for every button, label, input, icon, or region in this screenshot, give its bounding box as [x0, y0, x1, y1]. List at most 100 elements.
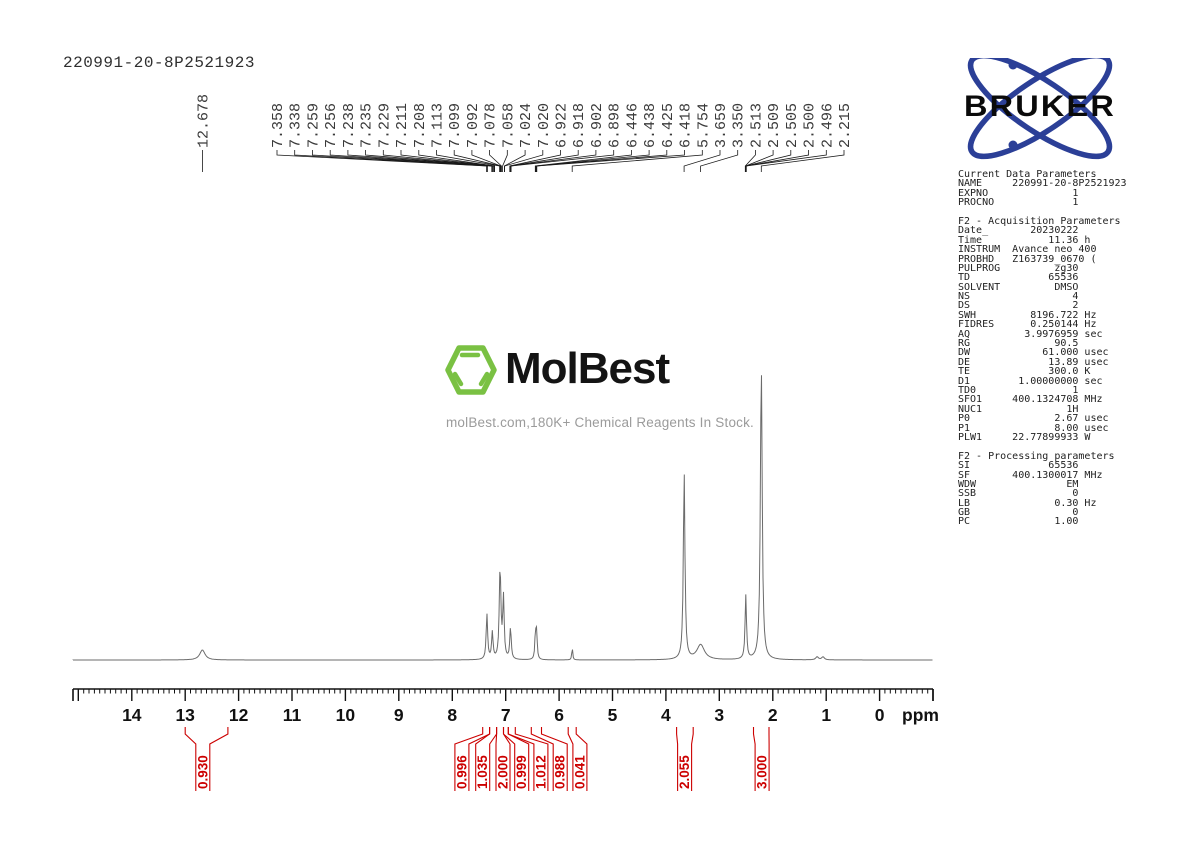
parameter-line: Time 11.36 h	[958, 234, 1091, 246]
peak-label: 7.259	[305, 103, 322, 148]
molbest-watermark: MolBest molBest.com,180K+ Chemical Reage…	[445, 339, 755, 439]
peak-label: 7.113	[430, 103, 447, 148]
peak-label-connector	[700, 150, 739, 172]
peak-label: 6.418	[678, 103, 695, 148]
peak-label-connector	[744, 150, 756, 172]
peak-label-connector	[471, 150, 502, 172]
peak-label: 3.659	[713, 103, 730, 148]
parameter-line: GB 0	[958, 507, 1079, 519]
axis-unit-label: ppm	[902, 705, 939, 725]
molbest-hexagon-icon	[445, 345, 497, 395]
peak-label: 7.358	[270, 103, 287, 148]
peak-labels: 12.678 7.358 7.338 7.259 7.256 7.238 7.235 7.22…	[195, 94, 854, 172]
peak-label: 7.211	[394, 103, 411, 148]
peak-label: 7.238	[341, 103, 358, 148]
axis-tick-label: 5	[608, 705, 618, 725]
molbest-wordmark: MolBest	[505, 344, 670, 393]
parameter-line: PROCNO 1	[958, 197, 1079, 209]
parameter-line: DS 2	[958, 300, 1079, 312]
peak-label: 5.754	[695, 103, 712, 148]
peak-label: 6.918	[571, 103, 588, 148]
integral-value: 0.930	[195, 755, 210, 789]
integral-bracket	[507, 727, 549, 791]
parameters-panel: Current Data Parameters NAME 220991-20-8P…	[958, 169, 1158, 527]
peak-label-connector	[504, 150, 544, 172]
parameter-line: SOLVENT DMSO	[958, 281, 1079, 293]
peak-label-connector	[502, 150, 508, 172]
axis-tick-label: 1	[821, 705, 831, 725]
parameter-line: TD0 1	[958, 384, 1079, 396]
axis-tick-label: 11	[283, 705, 302, 725]
peak-label-connector	[535, 150, 650, 172]
peak-label-connector	[571, 150, 703, 172]
peak-label-connector	[489, 150, 502, 172]
peak-label: 6.425	[660, 103, 677, 148]
bruker-logo: BRUKER	[964, 58, 1116, 160]
peak-label: 2.500	[802, 103, 819, 148]
integral-value: 1.012	[533, 755, 548, 789]
parameter-line: PULPROG zg30	[958, 262, 1079, 274]
spectrum-trace	[72, 375, 933, 661]
axis-tick-label: 8	[447, 705, 457, 725]
axis-tick-label: 12	[229, 705, 249, 725]
integral-value: 0.999	[514, 755, 529, 789]
axis-tick-label: 2	[768, 705, 778, 725]
integral-value: 1.035	[475, 755, 490, 789]
peak-label: 7.256	[323, 103, 340, 148]
parameter-line: AQ 3.9976959 sec	[958, 328, 1103, 340]
integral-value: 2.055	[677, 755, 692, 789]
peak-label: 6.898	[607, 103, 624, 148]
parameter-line: DW 61.000 usec	[958, 347, 1109, 359]
parameter-line: PLW1 22.77899933 W	[958, 431, 1091, 443]
peak-label-connector	[509, 150, 579, 172]
parameter-line: SWH 8196.722 Hz	[958, 309, 1097, 321]
bruker-wordmark: BRUKER	[964, 90, 1116, 123]
axis-tick-label: 10	[336, 705, 356, 725]
parameter-line: SSB 0	[958, 488, 1079, 500]
peak-label: 7.092	[465, 103, 482, 148]
axis-tick-label: 14	[122, 705, 142, 725]
parameter-line: SI 65536	[958, 460, 1079, 472]
peak-label: 7.024	[518, 103, 535, 148]
peak-label: 7.229	[376, 103, 393, 148]
axis-tick-label: 13	[175, 705, 195, 725]
peak-label: 6.902	[589, 103, 606, 148]
peak-label: 2.496	[819, 103, 836, 148]
peak-label-connector	[745, 150, 827, 172]
parameter-line: WDW EM	[958, 478, 1079, 490]
parameter-line: SFO1 400.1324708 MHz	[958, 394, 1103, 406]
peak-label: 2.215	[837, 103, 854, 148]
parameter-line: D1 1.00000000 sec	[958, 375, 1103, 387]
peak-label-connector	[760, 150, 845, 172]
parameter-line: INSTRUM Avance neo 400	[958, 244, 1097, 256]
peak-label: 3.350	[731, 103, 748, 148]
parameter-line: NAME 220991-20-8P2521923	[958, 178, 1127, 190]
peak-label: 7.020	[536, 103, 553, 148]
peak-label-connector	[510, 150, 615, 172]
axis-tick-label: 7	[501, 705, 511, 725]
bruker-atom-icon	[967, 58, 1113, 160]
parameter-line: TD 65536	[958, 272, 1079, 284]
molbest-tagline: molBest.com,180K+ Chemical Reagents In S…	[445, 415, 755, 430]
parameter-line: TE 300.0 K	[958, 366, 1091, 378]
peak-label-connector	[536, 150, 685, 172]
peak-label-connector	[329, 150, 493, 172]
integral-value: 0.988	[553, 755, 568, 789]
axis-tick-label: 0	[875, 705, 885, 725]
integral-value: 2.000	[496, 755, 511, 789]
integral-bracket	[676, 727, 694, 791]
parameter-line: DE 13.89 usec	[958, 356, 1109, 368]
peak-label: 7.078	[483, 103, 500, 148]
peak-label: 2.505	[784, 103, 801, 148]
parameter-line: RG 90.5	[958, 338, 1079, 350]
peak-label-connector	[294, 150, 488, 172]
peak-label: 12.678	[195, 94, 212, 148]
peak-label: 7.058	[500, 103, 517, 148]
parameter-line: PROBHD Z163739_0670 (	[958, 253, 1097, 265]
parameter-line: Current Data Parameters	[958, 169, 1097, 180]
integral-bracket	[184, 727, 229, 791]
parameter-line: EXPNO 1	[958, 187, 1079, 199]
peak-label: 6.922	[554, 103, 571, 148]
